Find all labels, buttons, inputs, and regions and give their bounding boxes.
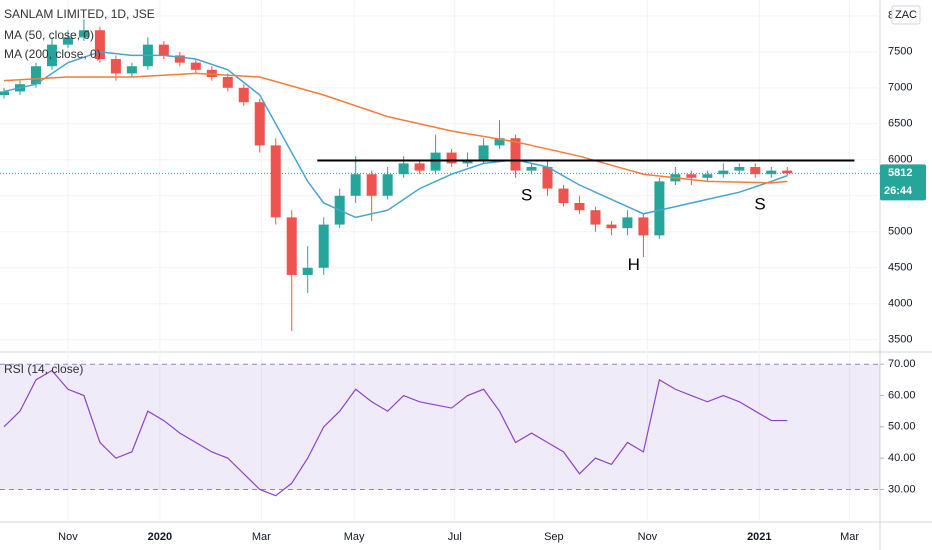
- candle-body: [782, 170, 793, 174]
- candle-body: [222, 77, 233, 88]
- candle-body: [766, 170, 777, 175]
- candle-body: [542, 167, 553, 189]
- candle-body: [574, 202, 585, 211]
- candle-body: [446, 152, 457, 164]
- y-tick-label: 70.00: [888, 358, 916, 370]
- candle-body: [238, 87, 249, 103]
- currency: ZAC: [895, 9, 917, 21]
- annotation: H: [628, 255, 640, 274]
- annotation: S: [754, 195, 765, 214]
- x-tick-label: Nov: [638, 531, 658, 543]
- candle-body: [0, 91, 9, 96]
- candle-body: [430, 152, 441, 171]
- countdown: 26:44: [884, 185, 913, 197]
- rsi-legend: RSI (14, close): [4, 362, 83, 376]
- y-tick-label: 5000: [888, 226, 912, 238]
- currency-box: [891, 5, 921, 25]
- y-tick-label: 60.00: [888, 389, 916, 401]
- x-tick-label: Sep: [544, 531, 564, 543]
- candle-body: [750, 167, 761, 175]
- x-tick-label: 2020: [148, 531, 172, 543]
- x-tick-label: May: [344, 531, 365, 543]
- x-tick-label: 2021: [747, 531, 771, 543]
- legend-title: SANLAM LIMITED, 1D, JSE: [4, 7, 155, 21]
- y-tick-label: 40.00: [888, 452, 916, 464]
- y-tick-label: 6500: [888, 118, 912, 130]
- last-price-label: 5812: [888, 167, 912, 179]
- candle-body: [78, 30, 89, 38]
- candle-body: [494, 138, 505, 146]
- annotation: S: [521, 185, 532, 204]
- ma-line: [3, 51, 788, 219]
- candle-body: [686, 174, 697, 178]
- x-tick-label: Jul: [448, 531, 462, 543]
- rsi-line: [3, 369, 788, 497]
- candle-body: [702, 174, 713, 178]
- rsi-band: [0, 364, 880, 490]
- candle-body: [110, 59, 121, 74]
- candle-body: [30, 66, 41, 85]
- candle-body: [622, 217, 633, 229]
- x-tick-label: Mar: [252, 531, 271, 543]
- candle-body: [206, 69, 217, 78]
- y-tick-label: 7000: [888, 82, 912, 94]
- candle-body: [590, 210, 601, 225]
- candle-body: [558, 188, 569, 203]
- ma-line: [3, 72, 788, 184]
- candle-body: [190, 62, 201, 70]
- candle-body: [318, 224, 329, 268]
- candle-body: [510, 138, 521, 171]
- candle-body: [414, 163, 425, 171]
- candle-body: [462, 159, 473, 164]
- candle-body: [126, 66, 137, 74]
- candle-body: [638, 217, 649, 236]
- candle-body: [478, 145, 489, 160]
- y-tick-label: 50.00: [888, 421, 916, 433]
- y-tick-label: 3500: [888, 334, 912, 346]
- candle-body: [46, 44, 57, 67]
- candle-body: [94, 30, 105, 60]
- candle-body: [718, 170, 729, 175]
- y-tick-label: 4000: [888, 298, 912, 310]
- candle-body: [270, 145, 281, 218]
- candle-body: [398, 163, 409, 175]
- candle-body: [62, 37, 73, 45]
- candle-body: [286, 217, 297, 275]
- x-tick-label: Nov: [58, 531, 78, 543]
- last-price-box: [880, 164, 926, 201]
- y-tick-label: 30.00: [888, 483, 916, 495]
- candle-body: [254, 102, 265, 146]
- candle-body: [174, 55, 185, 63]
- candle-body: [606, 224, 617, 229]
- candle-body: [350, 174, 361, 196]
- y-tick-label: 6000: [888, 154, 912, 166]
- candle-body: [734, 167, 745, 171]
- candle-body: [158, 44, 169, 56]
- legend-entry: MA (200, close, 0): [4, 47, 101, 61]
- candle-body: [382, 174, 393, 196]
- y-tick-label: 7500: [888, 46, 912, 58]
- legend-entry: MA (50, close, 0): [4, 28, 94, 42]
- y-tick-label: 4500: [888, 262, 912, 274]
- x-tick-label: Mar: [840, 531, 859, 543]
- candle-body: [654, 181, 665, 236]
- candle-body: [526, 167, 537, 171]
- candle-body: [302, 267, 313, 275]
- candle-body: [366, 174, 377, 196]
